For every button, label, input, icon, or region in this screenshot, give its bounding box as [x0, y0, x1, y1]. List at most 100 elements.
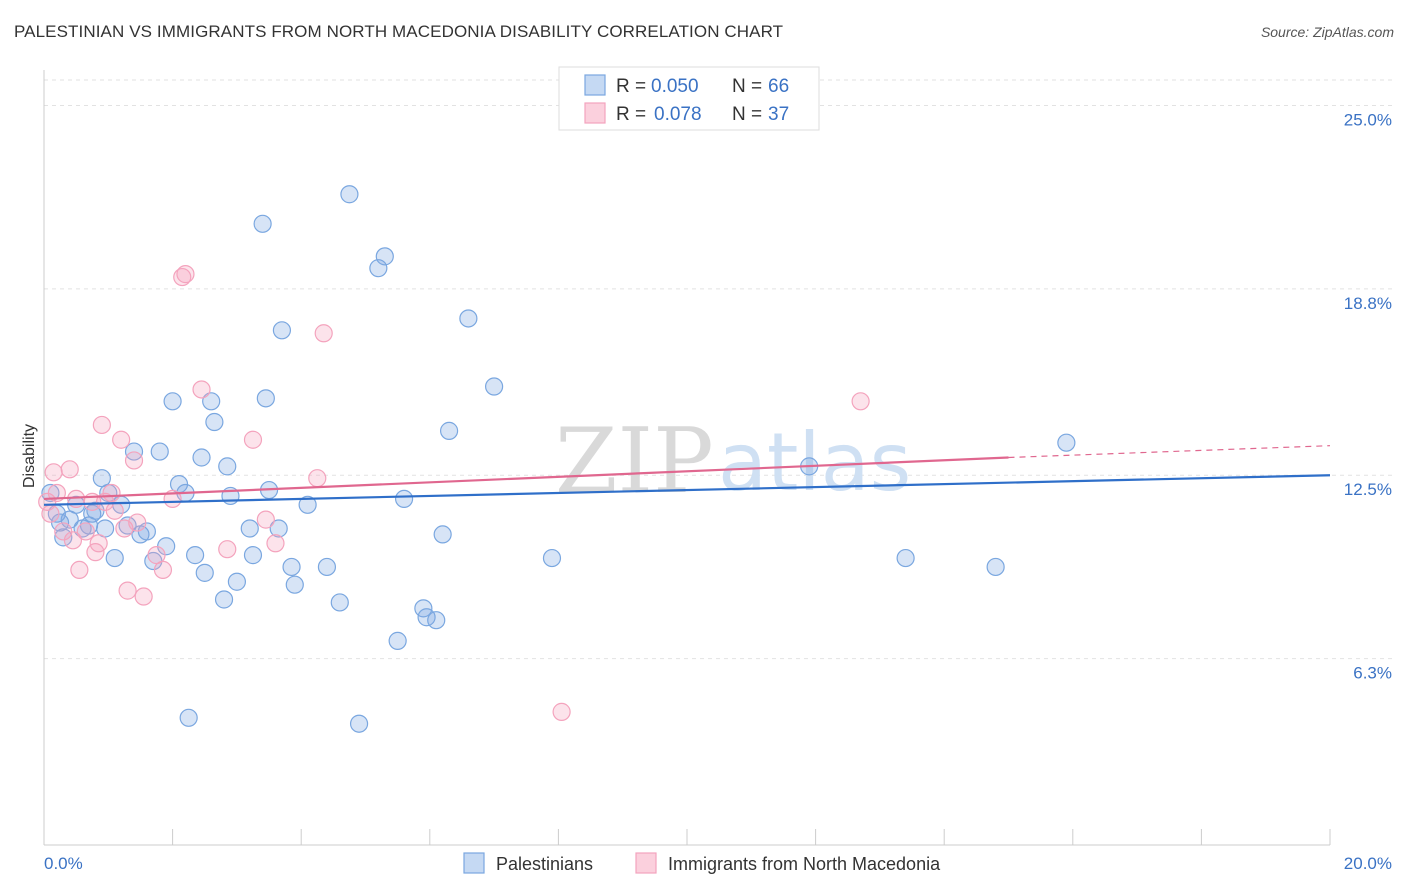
point-macedonia: [192, 380, 211, 399]
point-palestinians: [1057, 433, 1076, 452]
point-palestinians: [986, 557, 1005, 577]
bottom-legend-swatch-palestinians: [463, 852, 485, 874]
point-macedonia: [112, 430, 131, 449]
point-palestinians: [150, 442, 169, 461]
point-macedonia: [63, 531, 83, 550]
grid-lines: [44, 79, 1392, 660]
legend-swatch-macedonia: [584, 102, 606, 124]
point-macedonia: [76, 522, 95, 541]
point-palestinians: [285, 575, 304, 594]
legend-n-value-2: 37: [768, 104, 789, 125]
trend-line-macedonia-extrapolated: [1008, 445, 1331, 459]
point-macedonia: [134, 587, 153, 606]
point-macedonia: [851, 392, 870, 411]
point-palestinians: [394, 489, 414, 509]
point-palestinians: [205, 412, 224, 432]
point-macedonia: [256, 510, 275, 529]
point-macedonia: [118, 581, 137, 600]
bottom-legend-label-macedonia: Immigrants from North Macedonia: [668, 854, 941, 874]
bottom-legend-swatch-macedonia: [635, 852, 657, 874]
point-palestinians: [243, 546, 263, 565]
x-tick-label-min: 0.0%: [44, 854, 83, 873]
point-palestinians: [282, 557, 301, 577]
point-palestinians: [542, 548, 562, 568]
point-palestinians: [269, 519, 288, 538]
point-palestinians: [105, 548, 124, 568]
point-palestinians: [317, 557, 337, 577]
point-palestinians: [186, 546, 205, 565]
point-palestinians: [240, 519, 259, 538]
y-tick-labels: 6.3% 12.5% 18.8% 25.0%: [1344, 110, 1392, 682]
point-macedonia: [105, 501, 124, 520]
point-macedonia: [243, 430, 263, 449]
point-macedonia: [308, 469, 327, 488]
legend-swatch-palestinians: [584, 74, 606, 96]
y-tick-label: 25.0%: [1344, 110, 1392, 129]
point-macedonia: [266, 534, 285, 553]
point-palestinians: [218, 457, 237, 476]
y-tick-label: 6.3%: [1353, 664, 1392, 683]
point-palestinians: [349, 714, 369, 733]
legend-r-value-2: 0.078: [654, 104, 702, 125]
point-macedonia: [92, 415, 111, 435]
legend-n-label-1: N =: [732, 76, 762, 97]
y-tick-label: 12.5%: [1344, 480, 1392, 499]
point-palestinians: [195, 563, 214, 582]
point-macedonia: [153, 560, 173, 580]
point-macedonia: [44, 463, 63, 482]
point-palestinians: [179, 708, 198, 727]
point-palestinians: [439, 421, 459, 440]
x-tick-label-max: 20.0%: [1344, 854, 1392, 873]
point-palestinians: [298, 495, 317, 514]
point-macedonia: [89, 534, 108, 553]
point-palestinians: [253, 214, 272, 233]
chart-source: Source: ZipAtlas.com: [1260, 24, 1394, 40]
legend-r-value-1: 0.050: [651, 76, 699, 97]
point-macedonia: [70, 560, 89, 580]
point-palestinians: [330, 593, 349, 612]
point-palestinians: [369, 259, 388, 278]
bottom-legend: Palestinians Immigrants from North Maced…: [463, 852, 941, 874]
legend-n-label-2: N =: [732, 104, 762, 125]
point-palestinians: [272, 321, 292, 340]
point-palestinians: [388, 631, 407, 650]
point-palestinians: [214, 590, 234, 609]
y-axis-label: Disability: [21, 424, 38, 488]
top-legend: R = 0.050 N = 66 R = 0.078 N = 37: [558, 66, 820, 131]
y-tick-label: 18.8%: [1344, 294, 1392, 313]
point-palestinians: [433, 525, 452, 544]
point-palestinians: [163, 392, 182, 411]
watermark: ZIP atlas: [555, 409, 911, 514]
point-macedonia: [314, 324, 333, 343]
point-palestinians: [427, 611, 446, 630]
legend-r-label-1: R =: [616, 76, 646, 97]
point-palestinians: [485, 377, 504, 396]
point-macedonia: [128, 513, 147, 532]
axes: [43, 70, 1331, 846]
x-tick-labels: 0.0% 20.0%: [44, 854, 1392, 873]
point-macedonia: [41, 504, 60, 523]
point-palestinians: [896, 548, 915, 568]
point-palestinians: [192, 448, 211, 467]
point-macedonia: [102, 483, 121, 503]
bottom-legend-label-palestinians: Palestinians: [496, 854, 593, 874]
point-palestinians: [256, 389, 275, 408]
watermark-zip: ZIP: [555, 409, 714, 514]
trend-line-macedonia: [43, 456, 1009, 501]
point-macedonia: [60, 460, 79, 479]
legend-n-value-1: 66: [768, 76, 789, 97]
point-palestinians: [375, 247, 394, 266]
point-macedonia: [552, 702, 571, 721]
trend-line-palestinians: [43, 474, 1331, 506]
chart-title: PALESTINIAN VS IMMIGRANTS FROM NORTH MAC…: [14, 22, 784, 41]
trend-lines: [43, 445, 1331, 506]
point-macedonia: [124, 451, 144, 470]
point-macedonia: [173, 267, 192, 287]
point-palestinians: [227, 572, 246, 591]
point-palestinians: [202, 392, 221, 411]
point-macedonia: [218, 540, 237, 559]
point-macedonia: [176, 265, 195, 284]
point-palestinians: [459, 309, 478, 328]
legend-r-label-2: R =: [616, 104, 646, 125]
